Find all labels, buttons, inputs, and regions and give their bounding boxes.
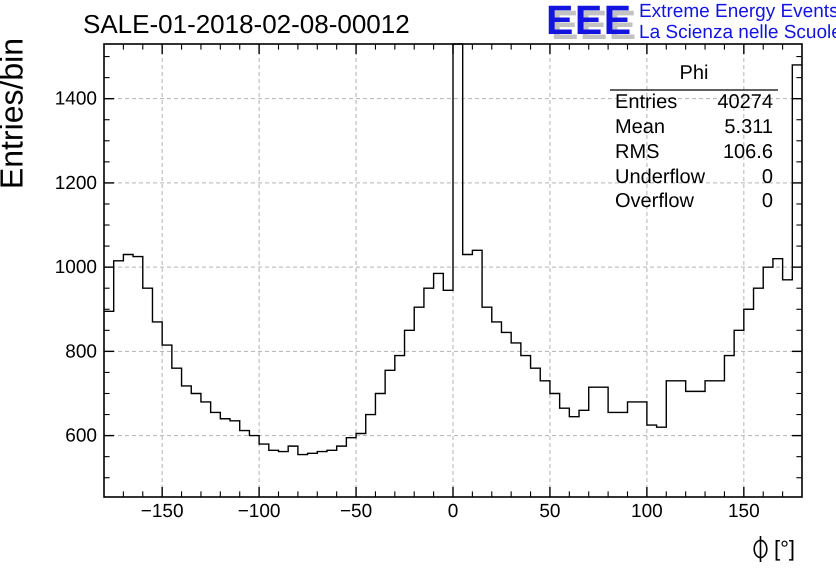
svg-text:100: 100: [631, 501, 663, 522]
svg-text:1000: 1000: [55, 257, 97, 278]
svg-text:150: 150: [728, 501, 760, 522]
svg-text:Overflow: Overflow: [615, 190, 694, 212]
svg-text:1400: 1400: [55, 89, 97, 110]
svg-text:Entries/bin: Entries/bin: [0, 38, 29, 189]
svg-text:Phi: Phi: [680, 62, 709, 84]
svg-text:EEE: EEE: [546, 0, 633, 43]
svg-text:106.6: 106.6: [723, 141, 773, 163]
svg-text:5.311: 5.311: [724, 116, 773, 138]
svg-text:50: 50: [539, 501, 560, 522]
svg-text:La Scienza nelle Scuole: La Scienza nelle Scuole: [639, 22, 836, 43]
svg-text:Entries: Entries: [615, 91, 677, 113]
svg-text:800: 800: [65, 341, 97, 362]
svg-text:SALE-01-2018-02-08-00012: SALE-01-2018-02-08-00012: [83, 9, 410, 39]
svg-text:−100: −100: [238, 501, 281, 522]
svg-text:Mean: Mean: [615, 116, 665, 138]
svg-text:Underflow: Underflow: [615, 166, 706, 188]
svg-text:1200: 1200: [55, 173, 97, 194]
svg-text:[°]: [°]: [774, 536, 795, 561]
svg-text:0: 0: [762, 166, 773, 188]
svg-text:Extreme Energy Events: Extreme Energy Events: [639, 1, 836, 22]
svg-text:0: 0: [762, 190, 773, 212]
svg-text:40274: 40274: [717, 91, 773, 113]
svg-text:0: 0: [448, 501, 459, 522]
svg-text:600: 600: [65, 426, 97, 447]
svg-text:RMS: RMS: [615, 141, 659, 163]
svg-text:−150: −150: [141, 501, 184, 522]
svg-text:−50: −50: [340, 501, 372, 522]
